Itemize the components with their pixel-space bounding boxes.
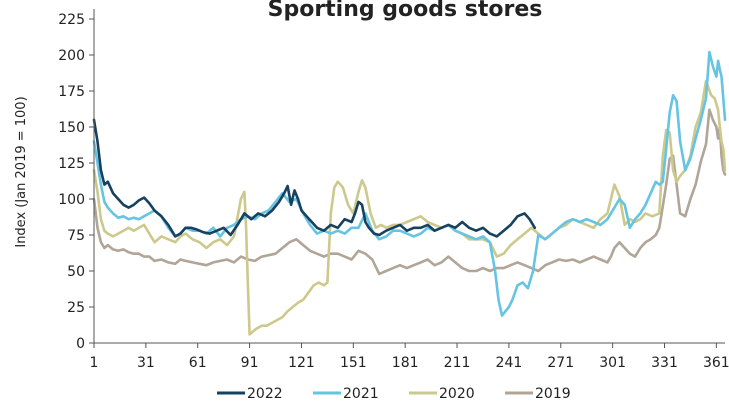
x-tick-label: 211: [444, 355, 471, 371]
legend-label-2021: 2021: [343, 386, 379, 402]
axes: 0 25 50 75 100 125 150 175 200 225 1 31 61 91 121 151 18…: [58, 9, 729, 371]
y-tick-label: 200: [58, 48, 85, 64]
x-tick-label: 91: [241, 355, 259, 371]
x-tick-label: 181: [392, 355, 419, 371]
x-tick-label: 271: [547, 355, 574, 371]
y-tick-label: 225: [58, 12, 85, 28]
x-tick-label: 61: [189, 355, 207, 371]
y-tick-label: 25: [67, 300, 85, 316]
x-tick-label: 331: [651, 355, 678, 371]
y-tick-label: 125: [58, 156, 85, 172]
legend-label-2019: 2019: [535, 386, 571, 402]
y-tick-label: 175: [58, 84, 85, 100]
series-line-2020: [92, 79, 727, 336]
y-axis-label: Index (Jan 2019 = 100): [14, 96, 29, 247]
y-tick-label: 75: [67, 228, 85, 244]
y-tick-label: 50: [67, 264, 85, 280]
y-tick-label: 0: [76, 336, 85, 352]
x-tick-label: 151: [340, 355, 367, 371]
x-tick-label: 1: [90, 355, 99, 371]
legend-label-2022: 2022: [247, 386, 283, 402]
x-tick-label: 301: [599, 355, 626, 371]
legend-label-2020: 2020: [439, 386, 475, 402]
y-tick-label: 150: [58, 120, 85, 136]
chart-title: Sporting goods stores: [268, 0, 543, 22]
series-line-2022: [92, 118, 537, 238]
legend: 2022 2021 2020 2019: [217, 386, 571, 402]
y-tick-label: 100: [58, 192, 85, 208]
x-tick-label: 121: [288, 355, 315, 371]
x-tick-label: 361: [703, 355, 729, 371]
series-line-2019: [92, 108, 727, 276]
series-layer: [92, 50, 727, 336]
x-tick-label: 241: [496, 355, 523, 371]
series-line-2021: [92, 50, 727, 317]
x-tick-label: 31: [137, 355, 155, 371]
